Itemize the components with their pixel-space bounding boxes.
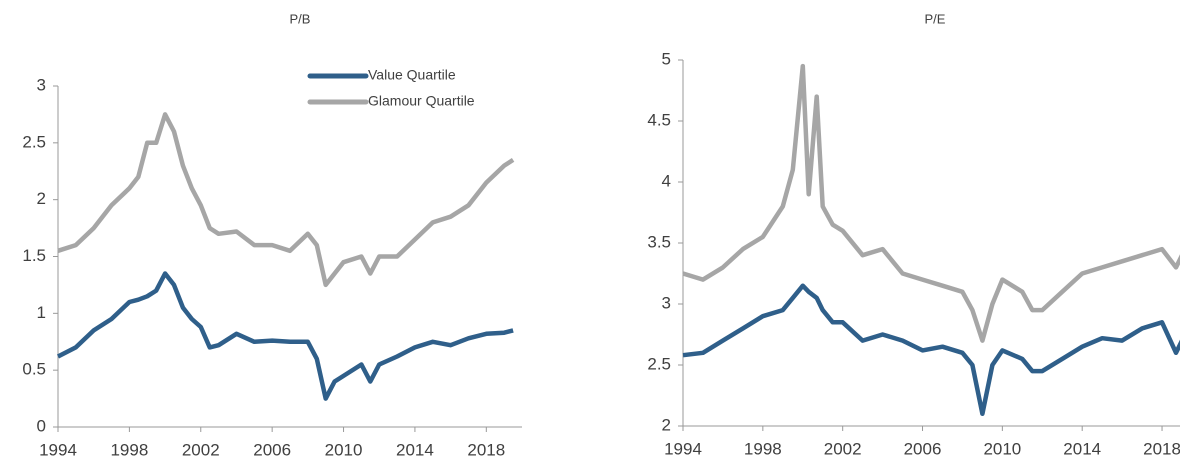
y-tick-label: 1.5 bbox=[22, 246, 46, 265]
x-tick-label: 2010 bbox=[325, 440, 363, 459]
x-tick-label: 2010 bbox=[983, 439, 1021, 458]
x-tick-label: 2014 bbox=[396, 440, 434, 459]
y-tick-label: 2 bbox=[662, 415, 671, 434]
y-tick-label: 3 bbox=[37, 75, 46, 94]
y-tick-label: 3 bbox=[662, 293, 671, 312]
y-tick-label: 3.5 bbox=[647, 232, 671, 251]
y-tick-label: 1 bbox=[37, 303, 46, 322]
y-tick-label: 0.5 bbox=[22, 360, 46, 379]
legend-label: Glamour Quartile bbox=[368, 93, 475, 109]
y-tick-label: 2.5 bbox=[647, 354, 671, 373]
x-tick-label: 2002 bbox=[824, 439, 862, 458]
series-line bbox=[682, 63, 1180, 343]
x-tick-label: 1994 bbox=[664, 439, 702, 458]
x-tick-label: 2002 bbox=[182, 440, 220, 459]
y-tick-label: 5 bbox=[662, 49, 671, 68]
y-tick-label: 2.5 bbox=[22, 132, 46, 151]
x-tick-label: 1994 bbox=[39, 440, 77, 459]
series-line bbox=[56, 271, 514, 401]
x-tick-label: 2018 bbox=[1143, 439, 1180, 458]
y-tick-label: 4 bbox=[662, 171, 671, 190]
x-tick-label: 2006 bbox=[253, 440, 291, 459]
x-tick-label: 1998 bbox=[744, 439, 782, 458]
legend-label: Value Quartile bbox=[368, 67, 456, 83]
y-tick-label: 0 bbox=[37, 416, 46, 435]
chart-title: P/B bbox=[290, 11, 311, 26]
x-tick-label: 2014 bbox=[1063, 439, 1101, 458]
y-tick-label: 2 bbox=[37, 189, 46, 208]
x-tick-label: 1998 bbox=[110, 440, 148, 459]
x-tick-label: 2006 bbox=[904, 439, 942, 458]
x-tick-label: 2018 bbox=[467, 440, 505, 459]
series-line bbox=[682, 283, 1180, 417]
series-line bbox=[57, 112, 515, 288]
chart-title: P/E bbox=[925, 11, 946, 26]
y-tick-label: 4.5 bbox=[647, 110, 671, 129]
